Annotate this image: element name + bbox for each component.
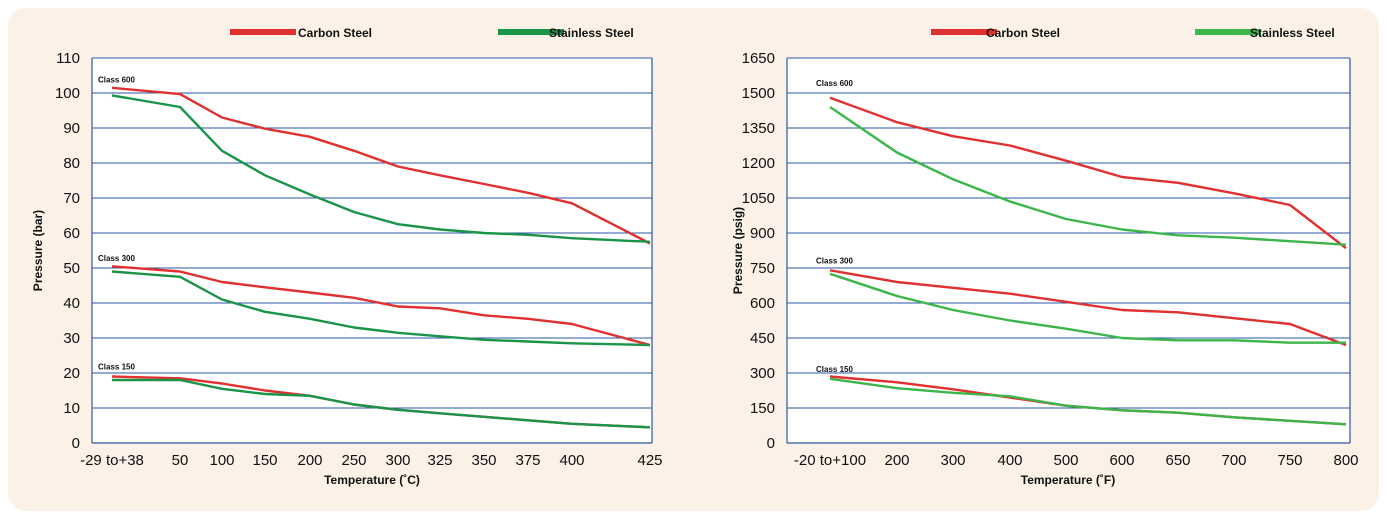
x-tick-label: 600 <box>1109 452 1134 469</box>
x-tick-label: 350 <box>471 452 496 469</box>
y-tick-label: 10 <box>63 400 80 417</box>
x-tick-label: 100 <box>209 452 234 469</box>
x-tick-label: 150 <box>252 452 277 469</box>
legend-label: Stainless Steel <box>1250 26 1335 40</box>
x-tick-label: 375 <box>515 452 540 469</box>
x-tick-label: 400 <box>997 452 1022 469</box>
y-tick-label: 90 <box>63 120 80 137</box>
y-tick-label: 80 <box>63 155 80 172</box>
x-tick-label: 300 <box>940 452 965 469</box>
y-tick-label: 150 <box>750 400 775 417</box>
y-tick-label: 1200 <box>742 155 775 172</box>
series-line-stainless-class-600 <box>111 94 651 243</box>
legend-label: Carbon Steel <box>986 26 1060 40</box>
plot-area-1 <box>92 58 652 443</box>
x-tick-label: 750 <box>1277 452 1302 469</box>
class-label: Class 600 <box>98 76 135 85</box>
y-tick-label: 70 <box>63 190 80 207</box>
x-tick-label: 325 <box>427 452 452 469</box>
y-tick-label: 1650 <box>742 50 775 67</box>
y-tick-label: 750 <box>750 260 775 277</box>
legend-swatch-carbon-steel <box>931 29 997 35</box>
class-label: Class 300 <box>98 254 135 263</box>
y-tick-label: 20 <box>63 365 80 382</box>
y-axis-label: Pressure (psig) <box>731 207 745 294</box>
class-label: Class 150 <box>816 365 853 374</box>
x-tick-label: 200 <box>884 452 909 469</box>
x-tick-label: 300 <box>385 452 410 469</box>
x-tick-label: -29 to+38 <box>80 452 144 469</box>
y-tick-label: 1050 <box>742 190 775 207</box>
x-tick-label: 200 <box>297 452 322 469</box>
x-tick-label: 800 <box>1333 452 1358 469</box>
y-tick-label: 110 <box>56 50 80 67</box>
y-tick-label: 1500 <box>742 85 775 102</box>
y-tick-label: 1350 <box>742 120 775 137</box>
series-line-stainless-class-300 <box>111 270 651 347</box>
plot-area-2 <box>787 58 1350 443</box>
legend-swatch-carbon-steel <box>230 29 296 35</box>
y-tick-label: 30 <box>63 330 80 347</box>
legend-label: Stainless Steel <box>549 26 634 40</box>
x-tick-label: 700 <box>1221 452 1246 469</box>
x-tick-label: 500 <box>1053 452 1078 469</box>
y-tick-label: 450 <box>750 330 775 347</box>
x-tick-label: 400 <box>559 452 584 469</box>
y-tick-label: 60 <box>63 225 80 242</box>
legend-label: Carbon Steel <box>298 26 372 40</box>
x-tick-label: -20 to+100 <box>794 452 866 469</box>
y-tick-label: 50 <box>63 260 80 277</box>
x-axis-label: Temperature (˚C) <box>324 473 420 487</box>
x-tick-label: 250 <box>341 452 366 469</box>
series-line-stainless-class-150 <box>829 377 1347 426</box>
class-label: Class 300 <box>816 256 853 265</box>
x-axis-label: Temperature (˚F) <box>1021 473 1115 487</box>
y-tick-label: 600 <box>750 295 775 312</box>
y-tick-label: 300 <box>750 365 775 382</box>
y-tick-label: 100 <box>55 85 80 102</box>
series-line-stainless-class-150 <box>112 378 651 429</box>
legend-swatch-stainless-steel <box>498 29 564 35</box>
series-line-carbon-class-300 <box>111 265 651 347</box>
class-label: Class 600 <box>816 79 853 88</box>
legend-swatch-stainless-steel <box>1195 29 1261 35</box>
y-tick-label: 0 <box>72 435 80 452</box>
series-line-carbon-class-300 <box>829 269 1347 347</box>
series-line-stainless-class-600 <box>829 106 1347 246</box>
series-line-carbon-class-600 <box>111 86 651 245</box>
x-tick-label: 425 <box>637 452 662 469</box>
series-line-stainless-class-300 <box>829 272 1346 344</box>
y-tick-label: 0 <box>767 435 775 452</box>
x-tick-label: 50 <box>172 452 189 469</box>
y-tick-label: 40 <box>63 295 80 312</box>
y-axis-label: Pressure (bar) <box>31 210 45 291</box>
y-tick-label: 900 <box>750 225 775 242</box>
x-tick-label: 650 <box>1165 452 1190 469</box>
class-label: Class 150 <box>98 363 135 372</box>
series-line-carbon-class-600 <box>829 96 1347 250</box>
